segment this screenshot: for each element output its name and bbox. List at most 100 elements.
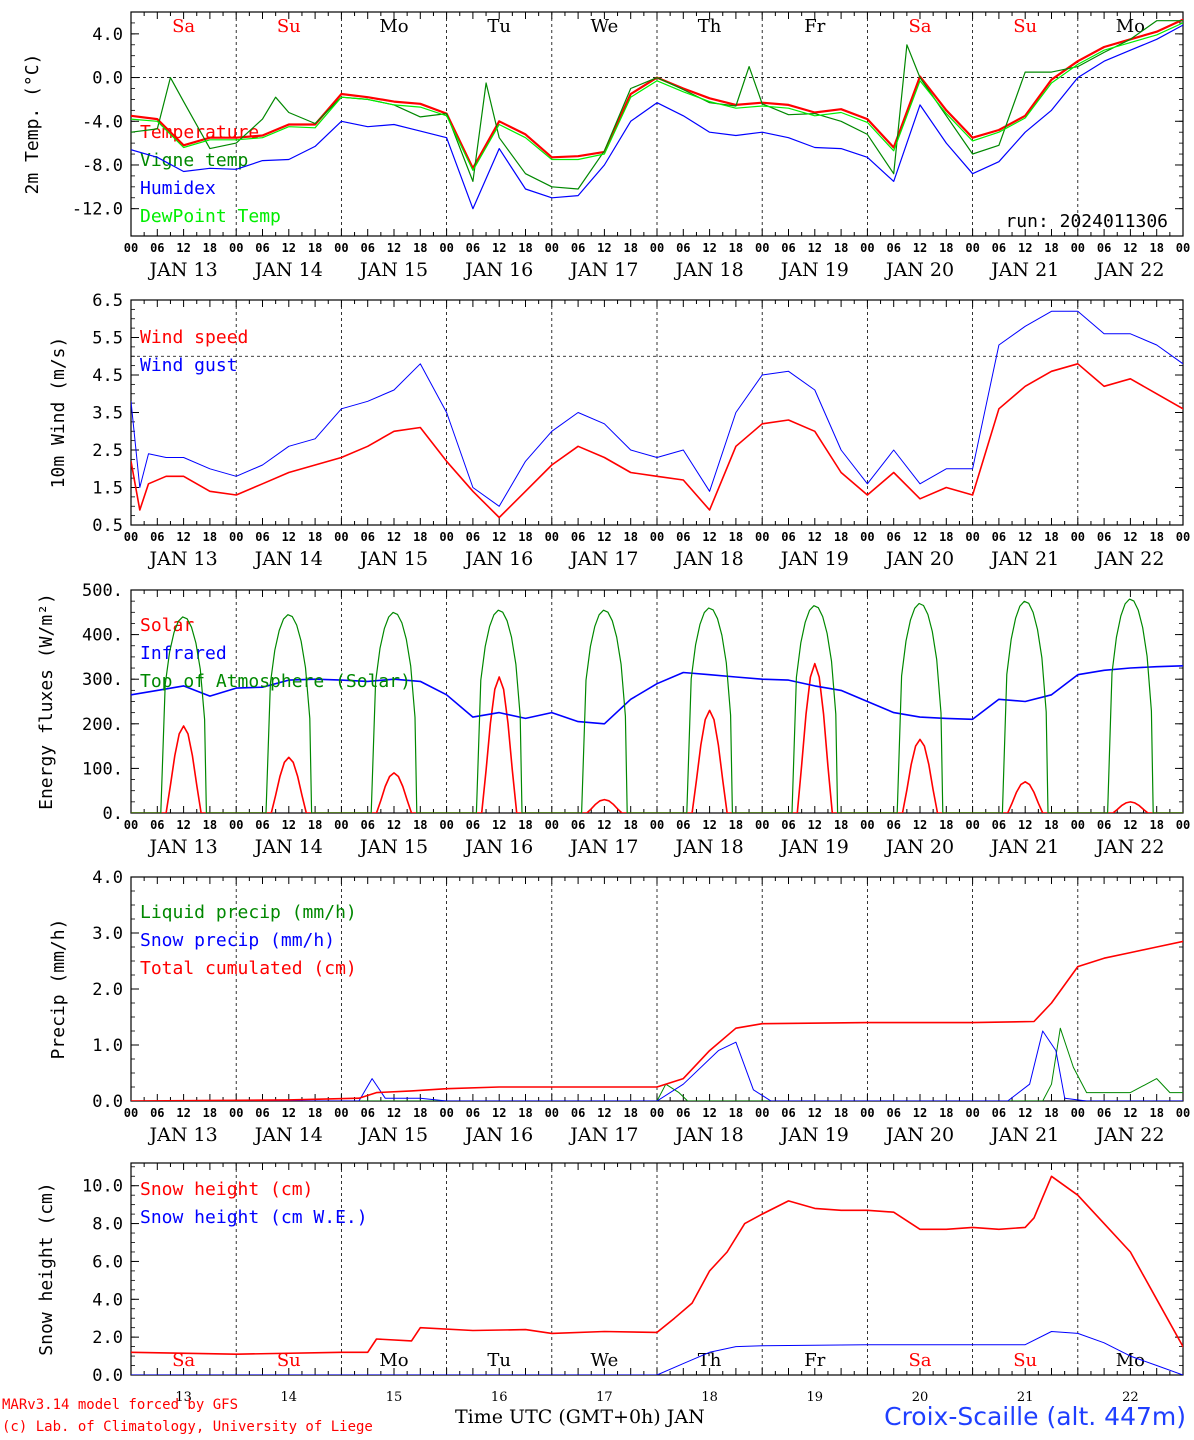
hour-tick-label: 12 [1018,241,1032,255]
hour-tick-label: 00 [439,818,453,832]
day-label: JAN 21 [989,836,1059,858]
hour-tick-label: 00 [1176,241,1190,255]
series-line-2 [131,1030,1183,1101]
hour-tick-label: 06 [992,241,1006,255]
y-tick-label: 4.0 [92,868,123,888]
y-tick-label: 0.0 [92,1366,123,1386]
y-tick-label: 2.5 [92,441,123,461]
panel-4: 00 06 12 18 00 06 12 18 00 06 12 18 00 06 12 18 00 06 12 18… [48,868,1190,1146]
hour-tick-label: 18 [518,530,532,544]
weekday-label: Mo [379,1350,408,1371]
series-line-2 [131,1331,1183,1375]
plot-frame [130,299,1184,526]
hour-tick-label: 06 [676,241,690,255]
weekday-label: Sa [172,1350,195,1371]
hour-tick-label: 00 [1071,818,1085,832]
weekday-label: Su [1013,1350,1037,1371]
hour-tick-label: 06 [255,530,269,544]
day-label: JAN 21 [989,548,1059,570]
hour-tick-label: 06 [676,818,690,832]
hour-tick-label: 00 [334,241,348,255]
y-axis-title: 2m Temp. (°C) [22,54,43,195]
day-label: JAN 14 [253,1124,323,1146]
hour-tick-label: 00 [439,530,453,544]
day-number-label: 21 [1017,1390,1034,1405]
hour-tick-label: 00 [1071,1106,1085,1120]
hour-tick-label: 12 [808,530,822,544]
hour-tick-label: 06 [781,818,795,832]
hour-tick-label: 06 [1097,1106,1111,1120]
y-tick-label: 10.0 [82,1177,123,1197]
hour-tick-label: 18 [413,530,427,544]
hour-tick-label: 00 [965,241,979,255]
hour-tick-label: 06 [1097,530,1111,544]
day-label: JAN 19 [779,1124,849,1146]
hour-tick-label: 18 [834,530,848,544]
hour-tick-label: 12 [597,1106,611,1120]
day-label: JAN 14 [253,548,323,570]
hour-tick-label: 06 [781,530,795,544]
day-label: JAN 16 [463,259,533,281]
hour-tick-label: 06 [676,530,690,544]
hour-tick-label: 12 [282,818,296,832]
day-number-label: 16 [491,1390,508,1405]
legend-entry: Top of Atmosphere (Solar) [140,671,411,692]
hour-tick-label: 00 [439,1106,453,1120]
hour-tick-label: 12 [387,530,401,544]
day-label: JAN 16 [463,1124,533,1146]
legend-entry: Infrared [140,643,227,664]
hour-tick-label: 00 [755,241,769,255]
day-number-label: 15 [386,1390,403,1405]
day-label: JAN 18 [674,836,744,858]
hour-tick-label: 18 [729,241,743,255]
weekday-label: Su [277,1350,301,1371]
hour-tick-label: 06 [571,241,585,255]
y-axis-title: 10m Wind (m/s) [48,337,69,489]
day-label: JAN 19 [779,836,849,858]
hour-tick-label: 00 [860,818,874,832]
day-label: JAN 19 [779,259,849,281]
day-label: JAN 17 [568,1124,638,1146]
day-number-label: 19 [807,1390,824,1405]
hour-tick-label: 00 [1176,530,1190,544]
hour-tick-label: 06 [255,241,269,255]
hour-tick-label: 18 [518,241,532,255]
hour-tick-label: 12 [492,818,506,832]
hour-tick-label: 00 [650,1106,664,1120]
day-label: JAN 13 [148,1124,218,1146]
hour-tick-label: 00 [755,530,769,544]
day-label: JAN 16 [463,548,533,570]
run-annotation: run: 2024011306 [1005,211,1168,232]
hour-tick-label: 18 [203,530,217,544]
day-label: JAN 16 [463,836,533,858]
y-tick-label: 6.0 [92,1252,123,1272]
legend-entry: Total cumulated (cm) [140,958,357,979]
hour-tick-label: 18 [203,241,217,255]
y-tick-label: -4.0 [82,112,123,132]
hour-tick-label: 00 [755,818,769,832]
hour-tick-label: 12 [913,818,927,832]
panel-2: 00 06 12 18 00 06 12 18 00 06 12 18 00 06 12 18 00 06 12 18… [48,291,1190,570]
hour-tick-label: 12 [1123,530,1137,544]
hour-tick-label: 00 [124,1106,138,1120]
weekday-label: Mo [1116,16,1145,37]
hour-tick-label: 12 [1018,818,1032,832]
legend-entry: DewPoint Temp [140,206,281,227]
station-name: Croix-Scaille (alt. 447m) [884,1402,1186,1431]
hour-tick-label: 06 [466,1106,480,1120]
y-tick-label: -8.0 [82,156,123,176]
x-axis-title: Time UTC (GMT+0h) JAN [455,1406,705,1428]
legend-entry: Liquid precip (mm/h) [140,902,357,923]
day-label: JAN 15 [358,836,428,858]
hour-tick-label: 12 [387,818,401,832]
hour-tick-label: 18 [413,1106,427,1120]
hour-tick-label: 18 [1149,530,1163,544]
hour-tick-label: 18 [308,241,322,255]
y-tick-label: 0.0 [92,1092,123,1112]
weekday-label: We [591,1350,619,1371]
hour-tick-label: 18 [1149,241,1163,255]
y-tick-label: -12.0 [72,200,123,220]
hour-tick-label: 12 [808,1106,822,1120]
day-label: JAN 15 [358,259,428,281]
hour-tick-label: 00 [1071,241,1085,255]
